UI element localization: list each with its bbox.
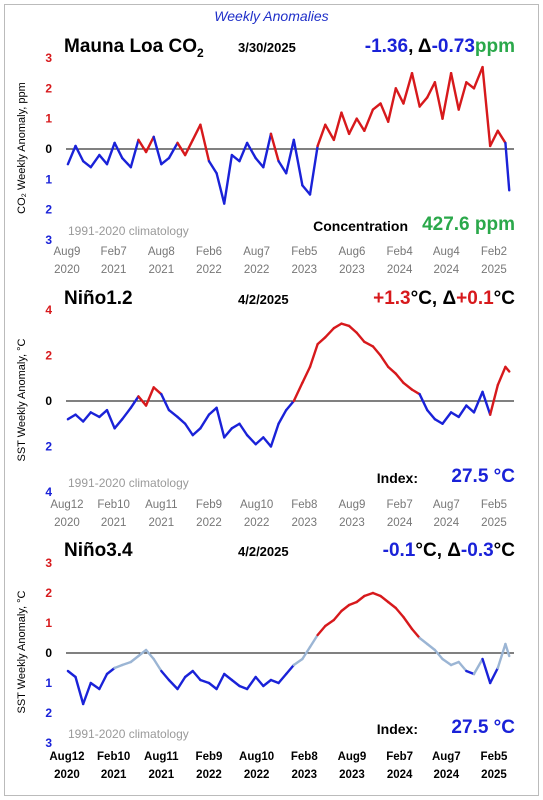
panel-title-text: Niño3.4 bbox=[64, 540, 133, 561]
panel-title: Mauna Loa CO2 bbox=[64, 36, 204, 60]
y-axis-label: SST Weekly Anomaly, °C bbox=[16, 590, 28, 714]
bottom-value: 27.5 °C bbox=[451, 466, 515, 487]
panel-title: Niño3.4 bbox=[64, 540, 133, 562]
chart-panel-co2: Mauna Loa CO2 3/30/2025 -1.36, Δ-0.73ppm 19… bbox=[0, 36, 543, 286]
panel-title-subscript: 2 bbox=[197, 45, 204, 60]
panel-title: Niño1.2 bbox=[64, 288, 133, 310]
y-axis-label: CO₂ Weekly Anomaly, ppm bbox=[16, 82, 28, 214]
climatology-note: 1991-2020 climatology bbox=[68, 224, 189, 238]
bottom-value: 427.6 ppm bbox=[422, 214, 515, 235]
anomaly-value-part: , Δ bbox=[408, 36, 432, 57]
y-axis-label: SST Weekly Anomaly, °C bbox=[16, 338, 28, 462]
anomaly-value-part: -0.73 bbox=[431, 36, 475, 57]
panel-date: 4/2/2025 bbox=[238, 292, 289, 307]
bottom-value: 27.5 °C bbox=[451, 717, 515, 738]
chart-panel-nino34: Niño3.4 4/2/2025 -0.1°C, Δ-0.3°C 1991-2020 … bbox=[0, 540, 543, 798]
bottom-label: Concentration bbox=[313, 218, 408, 234]
anomaly-value-part: ppm bbox=[474, 36, 515, 57]
climatology-note: 1991-2020 climatology bbox=[68, 476, 189, 490]
climatology-note: 1991-2020 climatology bbox=[68, 727, 189, 741]
anomaly-value-part: -0.3 bbox=[460, 540, 494, 561]
bottom-label: Index: bbox=[376, 721, 418, 737]
anomaly-value-part: °C bbox=[493, 540, 515, 561]
bottom-label: Index: bbox=[376, 470, 418, 486]
panel-date: 4/2/2025 bbox=[238, 544, 289, 559]
panel-title-text: Mauna Loa CO bbox=[64, 36, 198, 57]
anomaly-value-part: °C, Δ bbox=[415, 540, 461, 561]
anomaly-value-part: °C bbox=[493, 288, 515, 309]
anomaly-value-part: -1.36 bbox=[364, 36, 409, 57]
chart-panel-nino12: Niño1.2 4/2/2025 +1.3°C, Δ+0.1°C 1991-2020 … bbox=[0, 288, 543, 540]
panel-current-anomaly: +1.3°C, Δ+0.1°C bbox=[373, 288, 515, 310]
anomaly-value-part: -0.1 bbox=[382, 540, 416, 561]
anomaly-value-part: +0.1 bbox=[456, 288, 494, 309]
panel-current-anomaly: -1.36, Δ-0.73ppm bbox=[365, 36, 515, 58]
panel-title-text: Niño1.2 bbox=[64, 288, 133, 309]
anomaly-value-part: °C, Δ bbox=[410, 288, 457, 309]
figure-frame bbox=[4, 4, 539, 796]
anomaly-value-part: +1.3 bbox=[373, 288, 411, 309]
figure-title: Weekly Anomalies bbox=[214, 8, 329, 24]
panel-current-anomaly: -0.1°C, Δ-0.3°C bbox=[383, 540, 515, 562]
panel-date: 3/30/2025 bbox=[238, 40, 296, 55]
